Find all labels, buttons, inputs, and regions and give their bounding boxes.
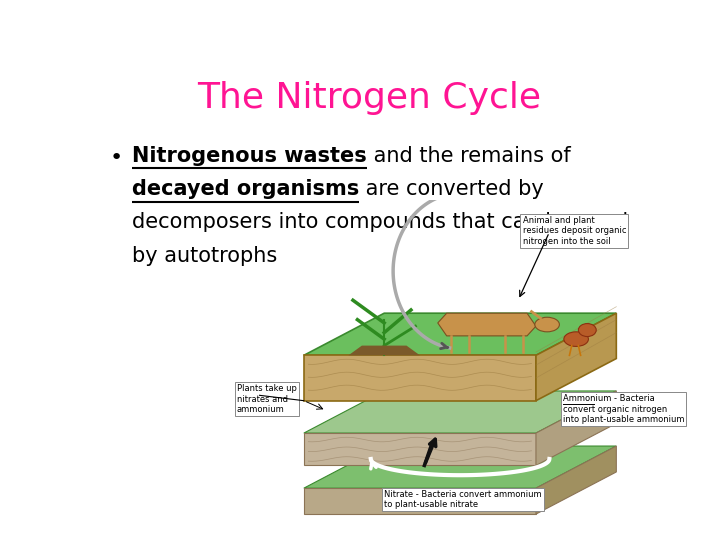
Polygon shape — [304, 488, 536, 514]
Text: are converted by: are converted by — [359, 179, 544, 199]
Text: Plants take up
nitrates and
ammonium: Plants take up nitrates and ammonium — [237, 384, 297, 414]
Polygon shape — [438, 313, 536, 336]
Text: and the remains of: and the remains of — [366, 146, 570, 166]
Text: •: • — [109, 148, 123, 168]
Polygon shape — [536, 313, 616, 401]
Text: The Nitrogen Cycle: The Nitrogen Cycle — [197, 82, 541, 116]
Polygon shape — [304, 433, 536, 465]
Text: Ammonium - Bacteria
convert organic nitrogen
into plant-usable ammonium: Ammonium - Bacteria convert organic nitr… — [563, 394, 684, 424]
Ellipse shape — [535, 318, 559, 332]
Polygon shape — [304, 391, 616, 433]
Ellipse shape — [564, 332, 588, 347]
Polygon shape — [536, 391, 616, 465]
Polygon shape — [348, 346, 420, 355]
Text: Nitrate - Bacteria convert ammonium
to plant-usable nitrate: Nitrate - Bacteria convert ammonium to p… — [384, 490, 542, 509]
Circle shape — [578, 323, 596, 336]
Text: Animal and plant
residues deposit organic
nitrogen into the soil: Animal and plant residues deposit organi… — [523, 216, 626, 246]
Polygon shape — [304, 446, 616, 488]
Polygon shape — [304, 313, 616, 355]
Text: Nitrogenous wastes: Nitrogenous wastes — [132, 146, 366, 166]
Polygon shape — [304, 355, 536, 401]
Polygon shape — [536, 446, 616, 514]
Text: decomposers into compounds that can be used: decomposers into compounds that can be u… — [132, 212, 628, 232]
Text: decayed organisms: decayed organisms — [132, 179, 359, 199]
Text: by autotrophs: by autotrophs — [132, 246, 277, 266]
